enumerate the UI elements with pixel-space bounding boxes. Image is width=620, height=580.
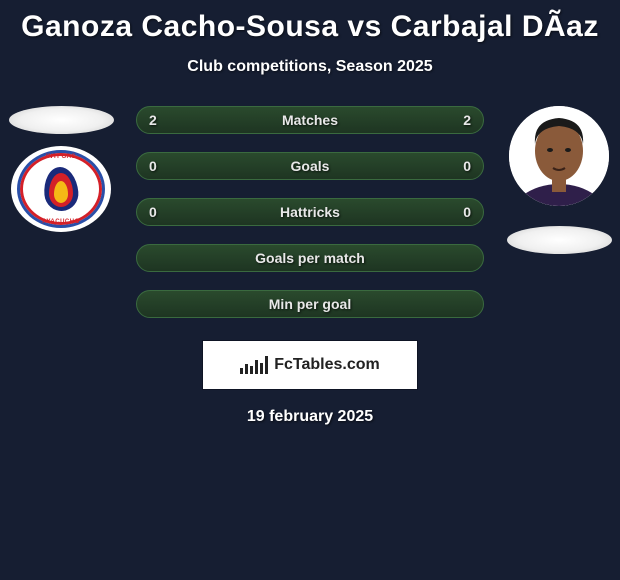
stat-left-value: 0 [149,158,157,174]
stat-right-value: 0 [463,204,471,220]
team-logo-bottom-text: AYACUCHO [42,219,80,225]
right-oval-placeholder [507,226,612,254]
stat-left-value: 0 [149,204,157,220]
stat-label: Min per goal [269,296,351,312]
stat-row-hattricks: 0 Hattricks 0 [136,198,484,226]
page-title: Ganoza Cacho-Sousa vs Carbajal DÃ­az [0,0,620,44]
team-logo-top-text: INTI GAS [46,154,76,160]
brand-text: FcTables.com [274,356,380,374]
date-line: 19 february 2025 [0,408,620,426]
stats-list: 2 Matches 2 0 Goals 0 0 Hattricks 0 Goal… [136,106,484,318]
flame-icon [44,167,78,211]
stat-right-value: 2 [463,112,471,128]
bar-chart-icon [240,356,268,374]
stat-row-goals-per-match: Goals per match [136,244,484,272]
left-column: INTI GAS AYACUCHO [6,106,116,232]
stat-row-min-per-goal: Min per goal [136,290,484,318]
subtitle: Club competitions, Season 2025 [0,58,620,76]
stat-row-matches: 2 Matches 2 [136,106,484,134]
stat-label: Hattricks [280,204,340,220]
right-column [504,106,614,254]
stat-label: Matches [282,112,338,128]
brand-box: FcTables.com [202,340,418,390]
stat-row-goals: 0 Goals 0 [136,152,484,180]
stat-left-value: 2 [149,112,157,128]
stat-label: Goals [291,158,330,174]
left-oval-placeholder [9,106,114,134]
comparison-content: INTI GAS AYACUCHO 2 [0,106,620,318]
stat-label: Goals per match [255,250,365,266]
player-photo [509,106,609,206]
team-logo: INTI GAS AYACUCHO [11,146,111,232]
stat-right-value: 0 [463,158,471,174]
